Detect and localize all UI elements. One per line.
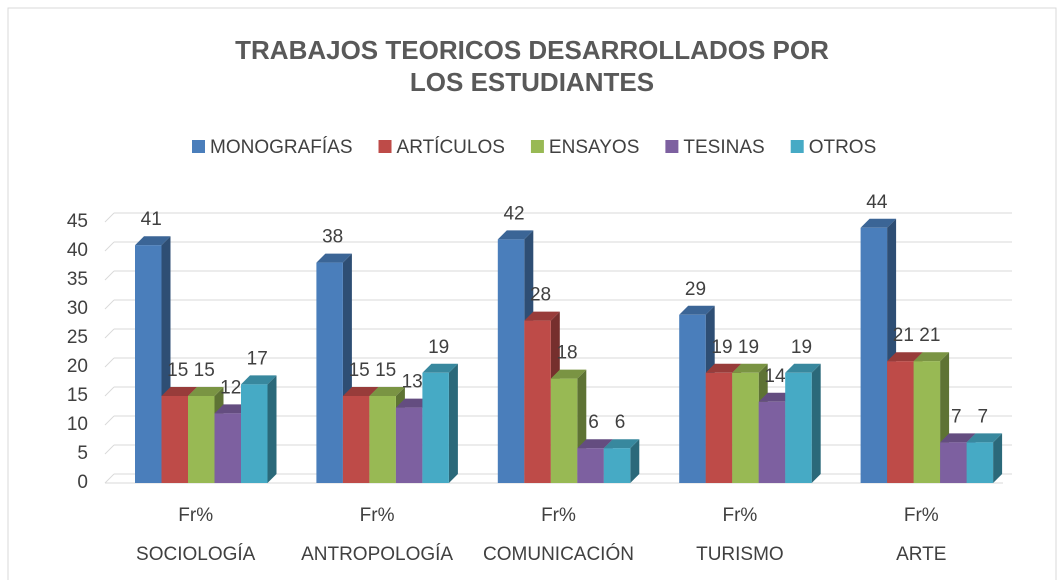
legend-label: OTROS xyxy=(809,137,877,158)
data-label: 17 xyxy=(247,348,268,369)
grid-line xyxy=(104,212,115,223)
grid-line xyxy=(104,241,115,252)
legend-label: ENSAYOS xyxy=(549,137,639,158)
grid-line xyxy=(104,270,115,281)
x-tick-label: ANTROPOLOGÍA xyxy=(301,544,453,565)
legend-label: MONOGRAFÍAS xyxy=(210,137,353,158)
data-label: 7 xyxy=(978,406,989,427)
y-tick-label: 0 xyxy=(77,472,88,493)
data-label: 21 xyxy=(893,325,914,346)
data-label: 13 xyxy=(402,372,423,393)
x-tick-label: COMUNICACIÓN xyxy=(483,543,634,565)
grid-line xyxy=(104,444,115,455)
data-label: 44 xyxy=(866,192,888,213)
data-label: 12 xyxy=(220,377,241,398)
legend-swatch xyxy=(530,140,544,153)
data-label: 28 xyxy=(530,285,551,306)
data-label: 19 xyxy=(428,337,449,358)
x-tick-sublabel: Fr% xyxy=(722,505,757,526)
bar xyxy=(422,363,458,483)
data-label: 15 xyxy=(194,360,215,381)
x-tick-label: SOCIOLOGÍA xyxy=(136,544,256,565)
y-tick-label: 10 xyxy=(67,414,88,435)
legend-label: TESINAS xyxy=(683,137,764,158)
data-label: 29 xyxy=(685,279,706,300)
grid-line xyxy=(104,357,115,368)
grid-line xyxy=(104,415,115,426)
data-label: 38 xyxy=(322,227,343,248)
chart-title: TRABAJOS TEORICOS DESARROLLADOS POR LOS … xyxy=(235,35,829,97)
grid-line xyxy=(104,386,115,397)
legend-swatch xyxy=(665,140,679,153)
bar xyxy=(603,439,640,483)
legend-swatch xyxy=(790,140,804,153)
legend-label: ARTÍCULOS xyxy=(397,137,505,158)
data-label: 14 xyxy=(764,366,786,387)
legend-swatch xyxy=(192,140,205,153)
data-label: 15 xyxy=(349,360,370,381)
y-tick-label: 45 xyxy=(67,211,88,232)
y-tick-label: 40 xyxy=(67,240,88,261)
bar xyxy=(966,433,1003,483)
grid-line xyxy=(104,473,115,484)
data-label: 7 xyxy=(951,406,962,427)
y-tick-label: 30 xyxy=(67,298,88,319)
data-label: 21 xyxy=(919,325,940,346)
y-tick-label: 25 xyxy=(67,327,88,348)
data-label: 19 xyxy=(791,337,812,358)
data-label: 19 xyxy=(711,337,732,358)
data-label: 19 xyxy=(738,337,759,358)
x-tick-sublabel: Fr% xyxy=(178,505,213,526)
grid-line xyxy=(104,328,115,339)
x-tick-sublabel: Fr% xyxy=(541,505,576,526)
grid-line xyxy=(104,299,115,310)
x-tick-label: ARTE xyxy=(896,544,946,565)
y-tick-label: 35 xyxy=(67,269,88,290)
data-label: 15 xyxy=(167,360,188,381)
chart-frame xyxy=(7,7,1057,580)
bar xyxy=(241,375,277,483)
x-tick-sublabel: Fr% xyxy=(904,505,939,526)
y-tick-label: 20 xyxy=(67,356,88,377)
data-label: 42 xyxy=(503,203,524,224)
data-label: 6 xyxy=(615,412,626,433)
bar xyxy=(785,363,821,483)
x-tick-label: TURISMO xyxy=(696,544,784,565)
x-tick-sublabel: Fr% xyxy=(360,505,395,526)
data-label: 18 xyxy=(556,343,577,364)
y-tick-label: 5 xyxy=(77,443,88,464)
data-label: 6 xyxy=(588,412,599,433)
y-tick-label: 15 xyxy=(67,385,88,406)
legend-swatch xyxy=(378,140,392,153)
data-label: 41 xyxy=(141,209,162,230)
data-label: 15 xyxy=(375,360,396,381)
